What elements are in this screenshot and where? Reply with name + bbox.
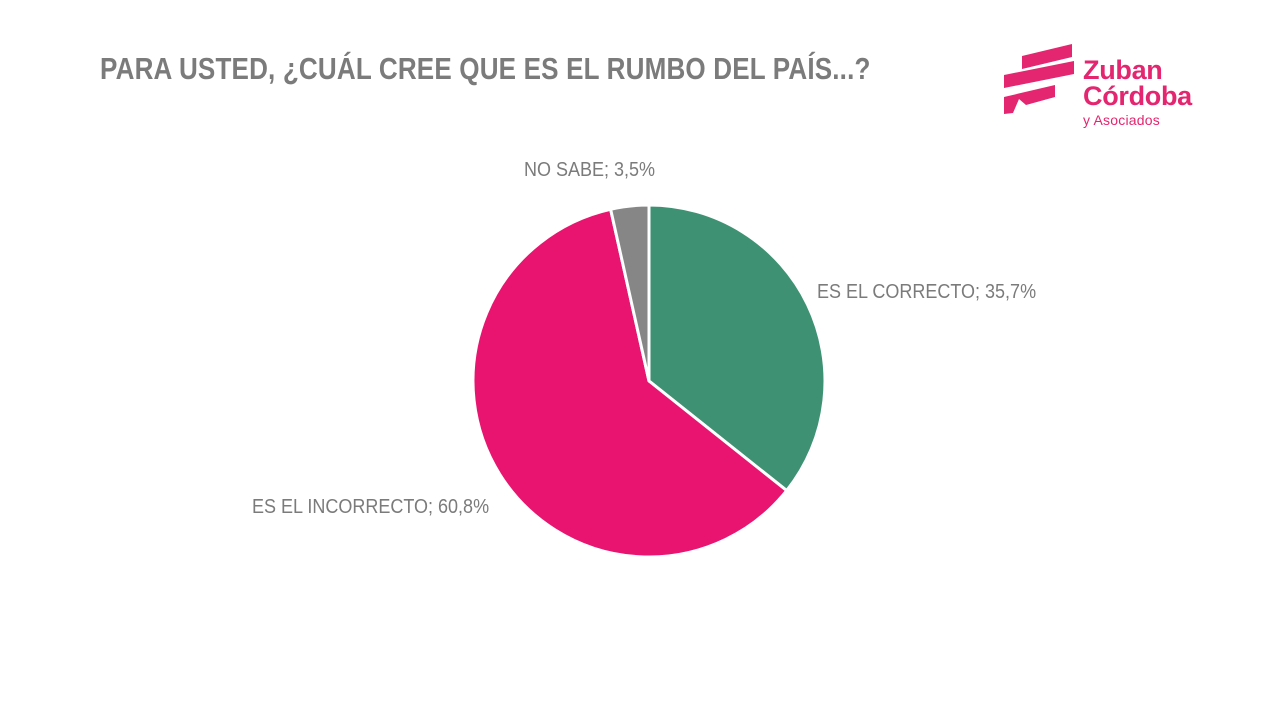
chart-title: PARA USTED, ¿CUÁL CREE QUE ES EL RUMBO D… [100,51,871,86]
logo-icon [1004,44,1074,114]
logo-stripe-top [1022,44,1072,69]
pie-slice-es-el-correcto [647,203,827,493]
pie-label-es-el-correcto: ES EL CORRECTO; 35,7% [817,281,1037,303]
logo-tagline: y Asociados [1083,112,1160,128]
pie-slice-no-sabe [609,203,651,383]
logo-text: Zuban Córdoba y Asociados [1083,55,1192,129]
logo-name-line1: Zuban [1083,55,1163,85]
pie-label-no-sabe: NO SABE; 3,5% [524,159,656,181]
logo-stripe-middle [1004,61,1074,88]
pie-label-es-el-incorrecto: ES EL INCORRECTO; 60,8% [252,496,490,518]
pie-slice-es-el-incorrecto [471,207,789,559]
logo-name-line2: Córdoba [1083,81,1192,111]
logo-stripe-ribbon [1004,85,1055,114]
